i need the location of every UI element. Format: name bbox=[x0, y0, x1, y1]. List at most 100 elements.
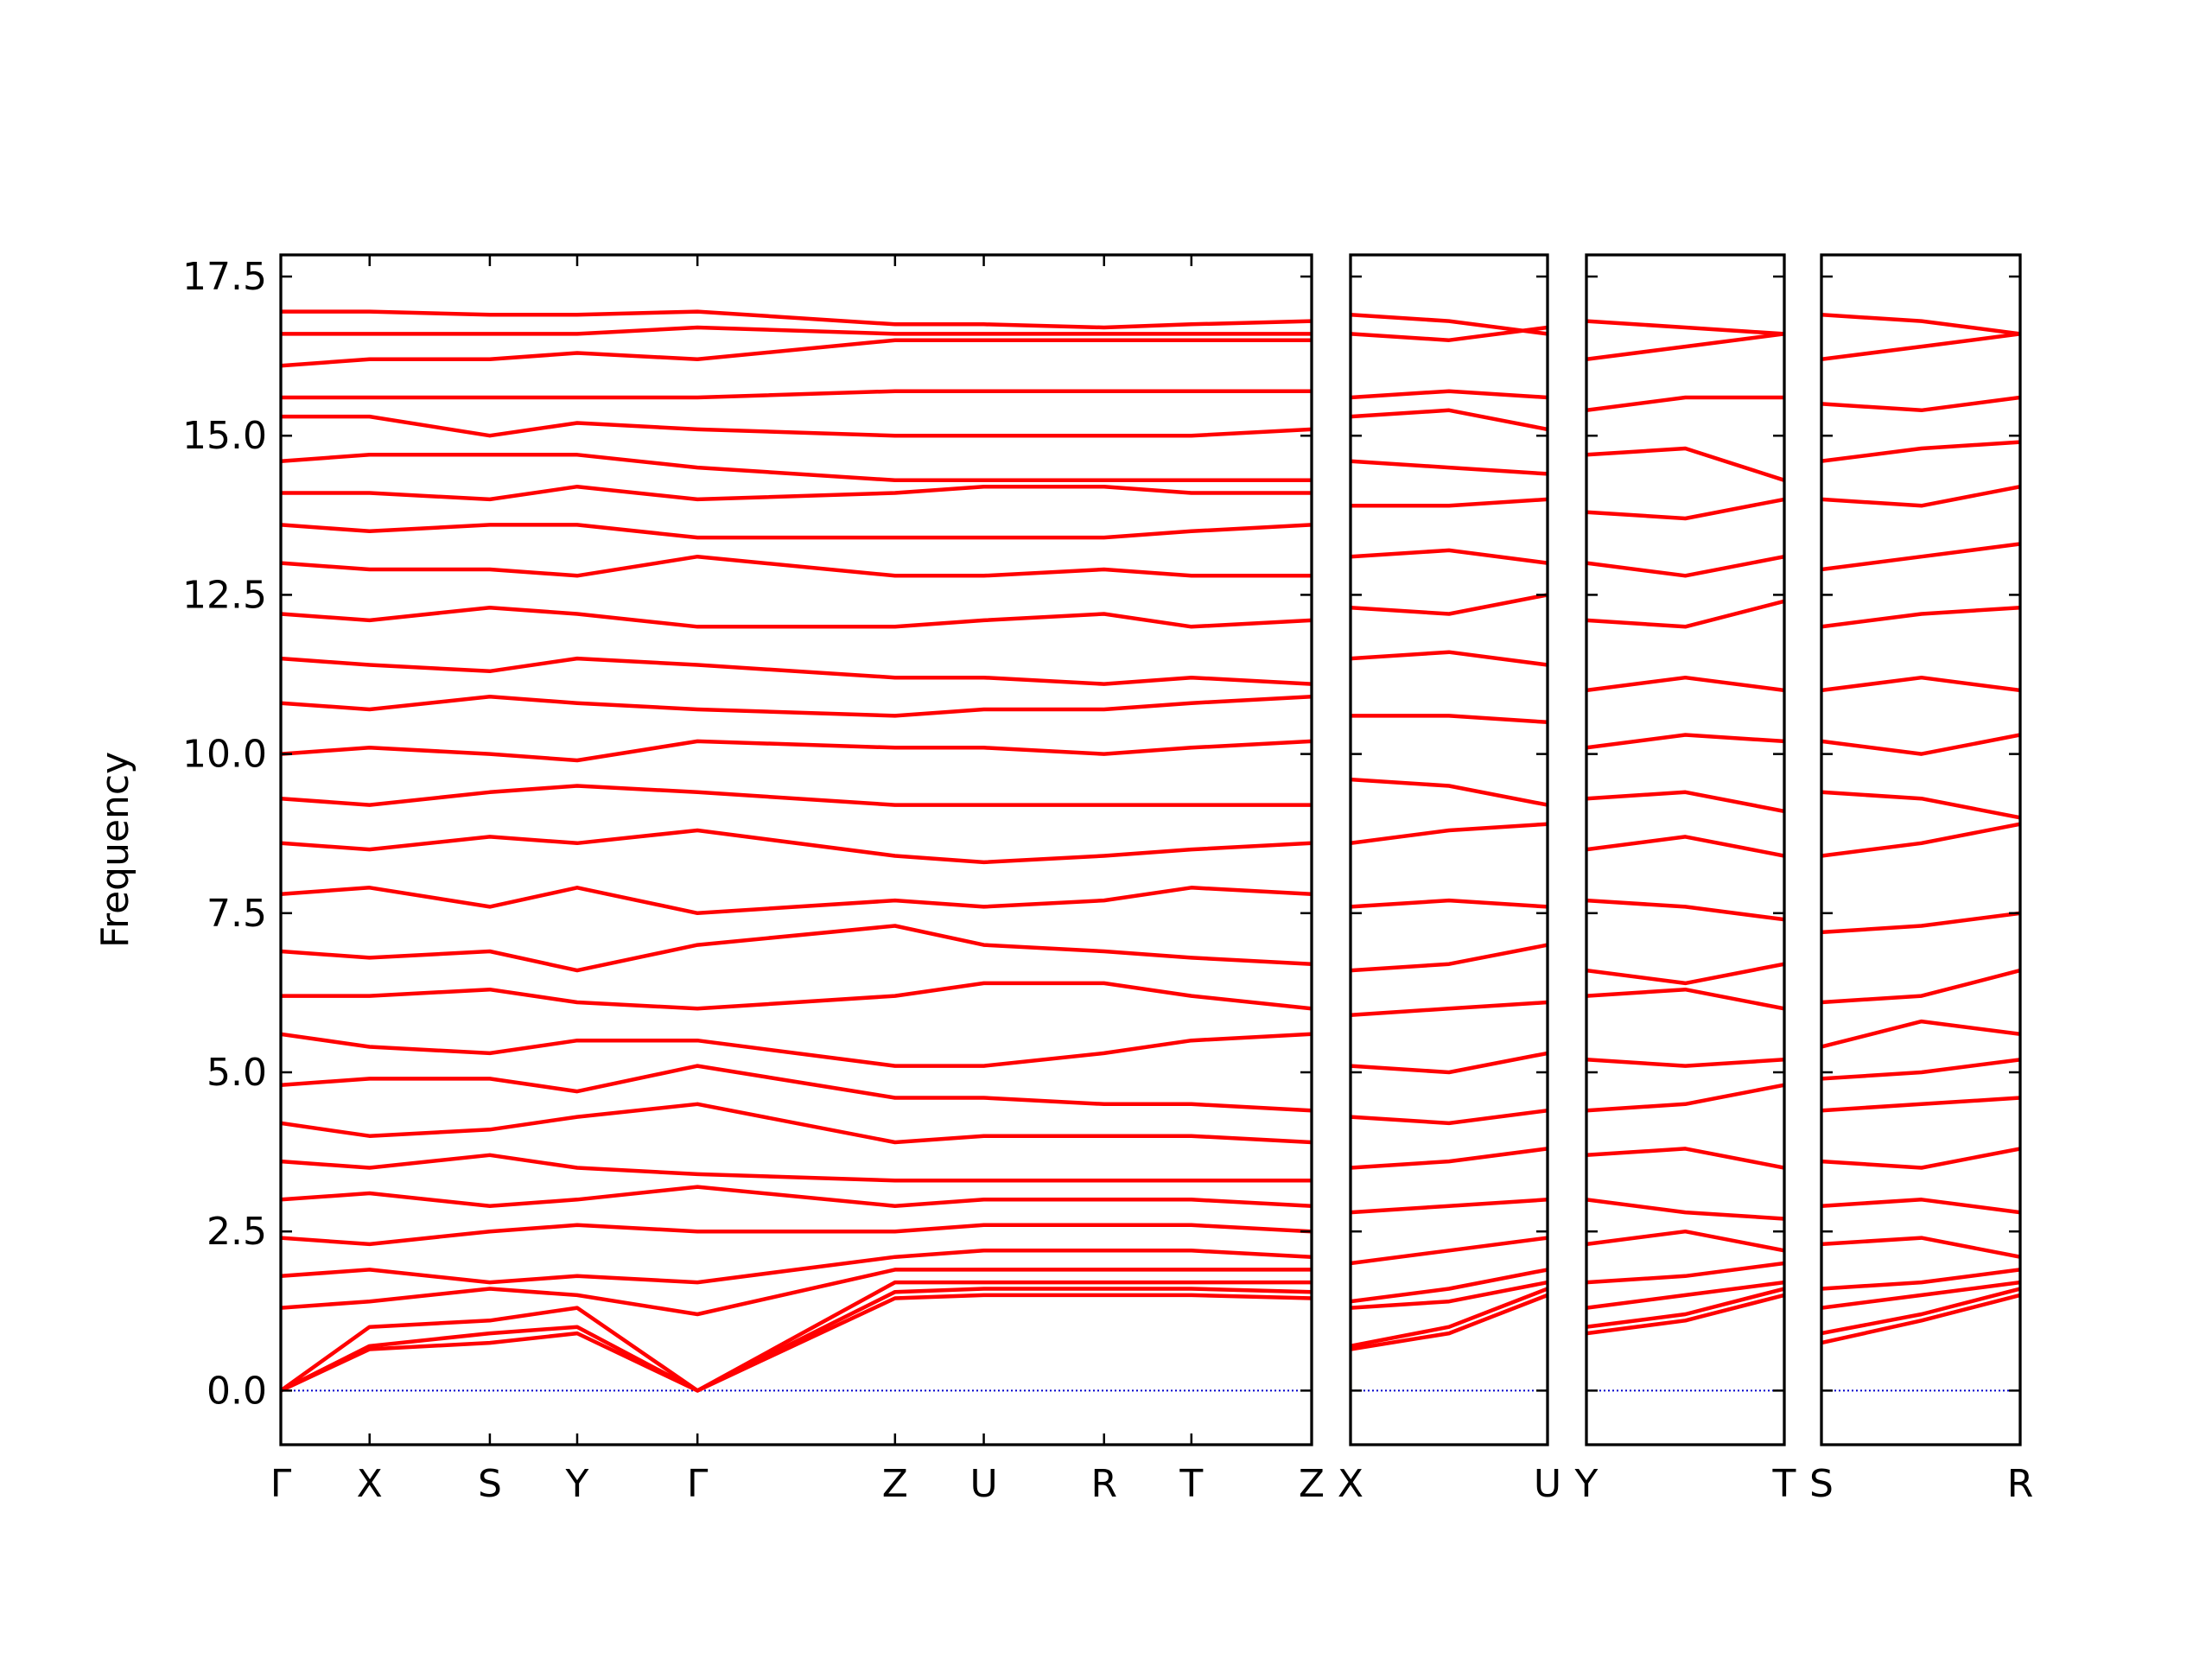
band-line bbox=[1821, 1096, 2020, 1113]
band-line bbox=[281, 325, 1312, 336]
band-line bbox=[281, 414, 1312, 438]
band-line bbox=[1351, 497, 1548, 508]
y-tick-label: 17.5 bbox=[182, 255, 267, 299]
panel: 0.0 2.5 5.0 7.5 10.0 12.5 15.0 17.5 Γ X S Y Γ Z U R T Z Fr… bbox=[93, 253, 1325, 1506]
band-line bbox=[1821, 1280, 2020, 1310]
band-line bbox=[1351, 1198, 1548, 1215]
band-line bbox=[1351, 548, 1548, 565]
band-line bbox=[1821, 1019, 2020, 1049]
band-line bbox=[1586, 987, 1784, 1011]
x-tick-label: Γ bbox=[687, 1462, 709, 1506]
x-tick-label: S bbox=[1809, 1462, 1834, 1506]
band-line bbox=[1351, 898, 1548, 909]
band-line bbox=[1821, 313, 2020, 336]
band-line bbox=[1821, 1198, 2020, 1215]
band-line bbox=[281, 523, 1312, 540]
band-line bbox=[1586, 599, 1784, 629]
band-line bbox=[281, 338, 1312, 368]
x-tick-label: U bbox=[969, 1462, 997, 1506]
x-tick-label: T bbox=[1772, 1462, 1796, 1506]
band-line bbox=[1586, 962, 1784, 986]
band-line bbox=[1821, 822, 2020, 858]
band-line bbox=[1821, 1268, 2020, 1291]
band-line bbox=[1351, 822, 1548, 846]
band-line bbox=[1586, 446, 1784, 482]
band-line bbox=[1351, 1280, 1548, 1310]
band-line bbox=[281, 739, 1312, 763]
band-line bbox=[281, 981, 1312, 1011]
y-tick-label: 7.5 bbox=[207, 892, 267, 936]
band-line bbox=[1821, 1287, 2020, 1336]
band-line bbox=[1821, 968, 2020, 1005]
band-line bbox=[1351, 325, 1548, 342]
bands bbox=[1351, 313, 1548, 1351]
x-tick-label: Y bbox=[1574, 1462, 1599, 1506]
band-line bbox=[1586, 675, 1784, 693]
band-line bbox=[281, 784, 1312, 807]
x-tick-label: X bbox=[1338, 1462, 1363, 1506]
axes-frame bbox=[1585, 253, 1786, 1446]
x-tick-label: Z bbox=[1299, 1462, 1325, 1506]
band-line bbox=[1351, 408, 1548, 432]
band-line bbox=[1351, 1000, 1548, 1017]
band-line bbox=[1821, 395, 2020, 413]
band-line bbox=[1351, 943, 1548, 973]
axes-frame bbox=[1820, 253, 2022, 1446]
x-tick-label: T bbox=[1179, 1462, 1203, 1506]
band-line bbox=[1586, 898, 1784, 922]
bands bbox=[1821, 313, 2020, 1345]
band-line bbox=[1586, 733, 1784, 750]
band-line bbox=[1586, 1287, 1784, 1329]
band-line bbox=[1821, 440, 2020, 463]
band-line bbox=[1586, 790, 1784, 814]
y-tick-label: 2.5 bbox=[207, 1210, 267, 1254]
band-line bbox=[281, 695, 1312, 718]
band-line bbox=[281, 924, 1312, 973]
x-tick-label: U bbox=[1534, 1462, 1561, 1506]
band-line bbox=[1821, 1236, 2020, 1259]
y-tick-label: 10.0 bbox=[182, 733, 267, 777]
band-line bbox=[1586, 1058, 1784, 1068]
band-line bbox=[281, 1249, 1312, 1285]
y-tick-label: 5.0 bbox=[207, 1051, 267, 1095]
band-line bbox=[1821, 1293, 2020, 1345]
band-line bbox=[1821, 1058, 2020, 1081]
band-line bbox=[1821, 332, 2020, 362]
band-line bbox=[281, 1102, 1312, 1145]
band-line bbox=[1586, 497, 1784, 521]
band-line bbox=[281, 1293, 1312, 1393]
band-line bbox=[1351, 1108, 1548, 1126]
band-line bbox=[281, 828, 1312, 865]
axes-frame bbox=[1349, 253, 1549, 1446]
band-line bbox=[1351, 1051, 1548, 1075]
band-line bbox=[1351, 1293, 1548, 1351]
band-line bbox=[1821, 605, 2020, 629]
band-line bbox=[1351, 777, 1548, 807]
band-line bbox=[1821, 911, 2020, 935]
band-line bbox=[281, 1064, 1312, 1113]
x-tick-label: R bbox=[2007, 1462, 2034, 1506]
bands bbox=[281, 309, 1312, 1393]
axes-frame bbox=[279, 253, 1313, 1446]
band-line bbox=[281, 1032, 1312, 1068]
band-line bbox=[1821, 733, 2020, 756]
band-line bbox=[281, 1185, 1312, 1208]
bands bbox=[1586, 319, 1784, 1336]
band-line bbox=[281, 656, 1312, 686]
band-line bbox=[1586, 1261, 1784, 1285]
band-line bbox=[1351, 459, 1548, 476]
band-line bbox=[281, 389, 1312, 400]
x-tick-label: Γ bbox=[270, 1462, 292, 1506]
band-line bbox=[1586, 1147, 1784, 1170]
y-axis-label: Frequency bbox=[93, 752, 137, 948]
band-line bbox=[281, 1287, 1312, 1393]
y-tick-label: 0.0 bbox=[207, 1369, 267, 1413]
band-line bbox=[281, 1280, 1312, 1393]
band-line bbox=[1351, 650, 1548, 667]
x-tick-label: Y bbox=[565, 1462, 589, 1506]
band-line bbox=[1821, 675, 2020, 693]
y-tick-label: 12.5 bbox=[182, 573, 267, 617]
